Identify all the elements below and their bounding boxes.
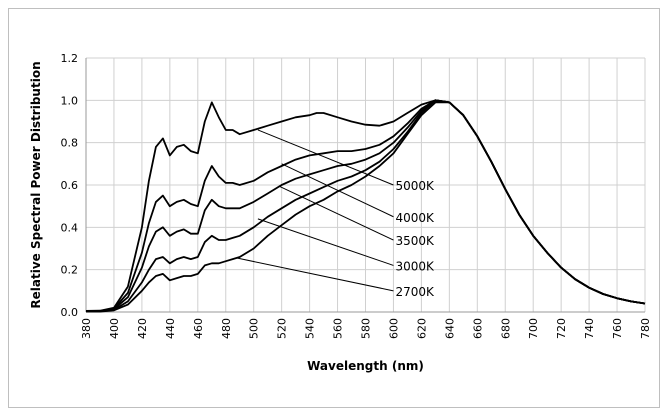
x-tick-label: 600 — [387, 318, 400, 339]
callout-line — [257, 218, 394, 266]
x-tick-label: 760 — [611, 318, 624, 339]
y-tick-label: 1.2 — [61, 52, 79, 65]
y-tick-label: 0.4 — [61, 221, 79, 234]
x-tick-label: 380 — [80, 318, 93, 339]
y-tick-labels: 0.0 0.2 0.4 0.6 0.8 1.0 1.2 — [61, 52, 79, 319]
callout-label: 3000K — [395, 259, 435, 273]
x-tick-label: 400 — [108, 318, 121, 339]
axes — [85, 58, 645, 313]
callout-label: 5000K — [395, 179, 435, 193]
x-axis-title: Wavelength (nm) — [307, 359, 424, 373]
callout-line — [236, 257, 394, 292]
callout-label: 4000K — [395, 211, 435, 225]
grid — [85, 57, 646, 313]
y-axis-title: Relative Spectral Power Distribution — [29, 61, 43, 308]
callout-label: 2700K — [395, 285, 435, 299]
callout-label: 3500K — [395, 234, 435, 248]
callout-line — [257, 129, 394, 186]
x-tick-label: 440 — [164, 318, 177, 339]
x-tick-label: 780 — [639, 318, 652, 339]
x-tick-label: 560 — [332, 318, 345, 339]
series-lines — [85, 99, 646, 313]
x-tick-label: 740 — [583, 318, 596, 339]
x-tick-label: 620 — [415, 318, 428, 339]
callout-line — [281, 163, 394, 218]
y-tick-label: 0.6 — [61, 179, 79, 192]
chart-frame — [8, 8, 660, 408]
callouts: 5000K 4000K 3500K 3000K 2700K — [236, 129, 435, 299]
x-tick-label: 660 — [471, 318, 484, 339]
x-tick-label: 700 — [527, 318, 540, 339]
callout-line — [278, 185, 394, 241]
x-tick-label: 540 — [304, 318, 317, 339]
y-tick-label: 0.8 — [61, 137, 79, 150]
x-tick-label: 520 — [276, 318, 289, 339]
x-tick-label: 500 — [248, 318, 261, 339]
y-tick-label: 1.0 — [61, 94, 79, 107]
x-tick-label: 720 — [555, 318, 568, 339]
x-tick-label: 680 — [499, 318, 512, 339]
x-tick-labels: 380 400 420 440 460 480 500 520 540 560 580 600 620 6… — [80, 318, 652, 339]
x-tick-label: 580 — [360, 318, 373, 339]
y-tick-label: 0.0 — [61, 306, 79, 319]
y-tick-label: 0.2 — [61, 264, 79, 277]
x-tick-label: 420 — [136, 318, 149, 339]
series-line-2700K — [86, 101, 646, 313]
x-tick-label: 480 — [220, 318, 233, 339]
x-tick-label: 460 — [192, 318, 205, 339]
x-tick-label: 640 — [443, 318, 456, 339]
